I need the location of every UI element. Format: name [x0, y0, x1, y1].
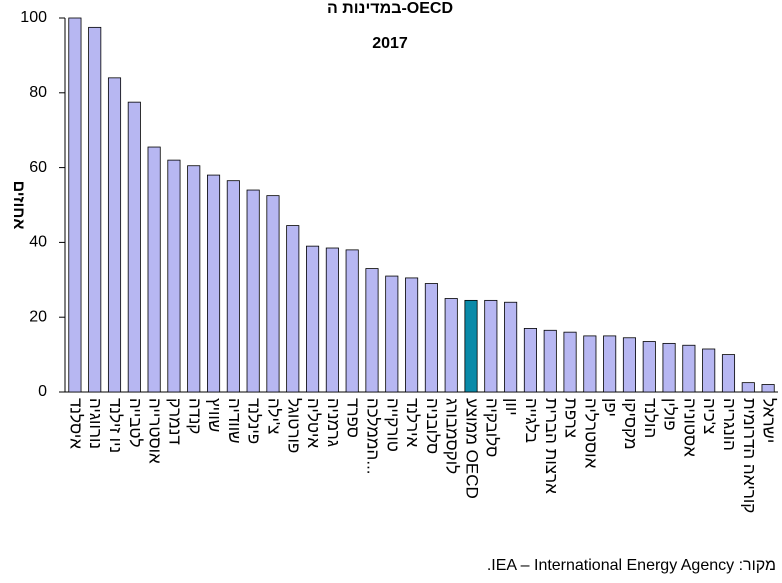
x-tick-label: הולנד	[641, 398, 660, 438]
bar	[464, 299, 478, 393]
bar	[603, 335, 617, 393]
bar	[424, 283, 438, 393]
x-tick-label: שוויץ	[205, 398, 224, 432]
bar	[246, 189, 260, 393]
x-tick-label: סלובניה	[423, 398, 442, 454]
x-tick-label: בלגייה	[522, 398, 541, 443]
x-tick-label: מקסיקו	[621, 398, 640, 450]
bar	[622, 337, 636, 393]
bar	[721, 354, 736, 393]
bar	[761, 384, 775, 393]
x-tick-label: אוסטרליה	[581, 398, 600, 469]
bar	[167, 159, 181, 393]
bar	[127, 101, 141, 393]
bar	[504, 301, 518, 393]
x-tick-label: ארצות הברית	[542, 398, 561, 494]
x-tick-label: סלובקיה	[482, 398, 501, 457]
x-tick-label: טורקייה	[383, 398, 402, 452]
x-tick-label: אירלנד	[403, 398, 422, 448]
x-tick-label: צ'כיה	[700, 398, 719, 434]
x-tick-label: הממלכה...	[364, 398, 383, 475]
bar	[207, 174, 221, 393]
x-tick-label: ממוצע OECD	[463, 398, 482, 499]
x-tick-label: איסלנד	[66, 398, 85, 449]
chart-subtitle: 2017	[372, 35, 408, 52]
bar	[266, 195, 280, 393]
bar	[523, 328, 537, 393]
bar	[385, 275, 399, 393]
bar	[583, 335, 597, 393]
x-tick-label: לטבייה	[126, 398, 145, 448]
x-tick-label: פינלנד	[245, 398, 264, 444]
bar	[107, 77, 122, 393]
bar	[543, 329, 557, 393]
bar	[702, 348, 716, 393]
bar	[642, 341, 656, 393]
x-tick-label: שוודיה	[225, 398, 244, 444]
bar	[226, 180, 240, 393]
x-tick-label: צרפת	[562, 398, 581, 438]
x-tick-label: איטליה	[304, 398, 323, 448]
y-tick-label: 40	[29, 234, 47, 251]
bar	[741, 382, 755, 393]
x-tick-label: יפן	[601, 398, 620, 417]
bar	[345, 249, 359, 393]
bar	[484, 299, 498, 393]
y-tick-label: 60	[29, 159, 47, 176]
x-tick-label: פולין	[661, 398, 680, 431]
x-tick-label: אוסטרייה	[146, 398, 165, 464]
bar	[682, 344, 696, 393]
bar	[187, 165, 201, 393]
bar	[147, 146, 161, 393]
bar	[68, 17, 82, 393]
bar	[662, 342, 676, 393]
x-tick-label: ישראל	[760, 398, 779, 443]
x-tick-label: ניו זילנד	[106, 398, 125, 453]
x-tick-label: אסטוניה	[680, 398, 699, 457]
x-tick-label: הונגריה	[720, 398, 739, 451]
x-tick-label: לוקסמבורג	[443, 398, 462, 474]
x-tick-label: צ'ילה	[264, 398, 283, 434]
x-tick-label: קוריאה הדרומית	[740, 398, 759, 513]
x-tick-label: ספרד	[344, 398, 363, 438]
bar	[325, 247, 339, 393]
x-tick-label: גרמניה	[324, 398, 343, 447]
x-tick-label: פורטוגל	[284, 398, 303, 453]
y-tick-label: 0	[38, 383, 47, 400]
bar	[88, 26, 102, 393]
x-tick-label: קנדה	[185, 398, 204, 434]
bar	[365, 268, 379, 393]
y-tick-label: 100	[20, 9, 47, 26]
chart-title: במדינות ה-OECD	[327, 0, 453, 17]
bar	[444, 298, 458, 393]
x-tick-label: דנמרק	[165, 398, 184, 445]
bar	[563, 331, 577, 393]
bar	[405, 277, 419, 393]
bar	[286, 225, 300, 393]
bar	[306, 245, 320, 393]
y-tick-label: 80	[29, 84, 47, 101]
x-tick-label: נורווגיה	[86, 398, 105, 449]
x-tick-label: יוון	[502, 398, 521, 416]
y-tick-label: 20	[29, 308, 47, 325]
y-axis-label: אחוזים	[10, 181, 27, 230]
source-note: מקור: IEA – International Energy Agency.	[487, 557, 776, 574]
